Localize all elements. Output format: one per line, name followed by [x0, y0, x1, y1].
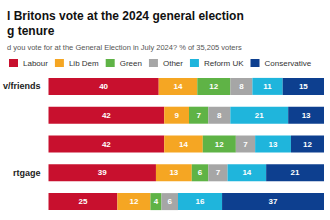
svg-text:42: 42 — [102, 140, 111, 149]
svg-text:42: 42 — [102, 111, 111, 120]
svg-text:13: 13 — [302, 111, 311, 120]
svg-text:Lib Dem: Lib Dem — [69, 59, 99, 68]
svg-text:7: 7 — [243, 140, 248, 149]
svg-text:g tenure: g tenure — [7, 24, 55, 38]
svg-text:16: 16 — [196, 197, 205, 206]
svg-text:6: 6 — [168, 197, 173, 206]
svg-text:15: 15 — [299, 82, 308, 91]
svg-text:21: 21 — [291, 168, 300, 177]
svg-text:11: 11 — [263, 82, 272, 91]
svg-text:12: 12 — [215, 140, 224, 149]
svg-text:Green: Green — [120, 59, 142, 68]
svg-text:d you vote for at the General: d you vote for at the General Election i… — [7, 43, 242, 52]
svg-text:14: 14 — [174, 82, 183, 91]
svg-text:37: 37 — [269, 197, 278, 206]
svg-text:6: 6 — [198, 168, 203, 177]
svg-text:14: 14 — [179, 140, 188, 149]
svg-text:l Britons vote at the 2024 gen: l Britons vote at the 2024 general elect… — [7, 9, 244, 23]
svg-text:8: 8 — [217, 111, 222, 120]
svg-text:40: 40 — [99, 82, 108, 91]
svg-text:8: 8 — [239, 82, 244, 91]
svg-text:rtgage: rtgage — [13, 168, 41, 178]
svg-text:7: 7 — [196, 111, 201, 120]
svg-text:12: 12 — [209, 82, 218, 91]
svg-text:21: 21 — [255, 111, 264, 120]
svg-text:9: 9 — [174, 111, 179, 120]
svg-text:12: 12 — [303, 140, 312, 149]
svg-text:7: 7 — [216, 168, 221, 177]
svg-text:12: 12 — [129, 197, 138, 206]
svg-text:v/friends: v/friends — [3, 81, 41, 91]
svg-text:Conservative: Conservative — [265, 59, 312, 68]
svg-text:Labour: Labour — [23, 59, 48, 68]
svg-text:4: 4 — [154, 197, 159, 206]
svg-text:25: 25 — [78, 197, 87, 206]
svg-text:13: 13 — [269, 140, 278, 149]
svg-text:Reform UK: Reform UK — [204, 59, 244, 68]
svg-text:13: 13 — [169, 168, 178, 177]
svg-text:39: 39 — [98, 168, 107, 177]
svg-text:14: 14 — [242, 168, 251, 177]
svg-text:Other: Other — [163, 59, 183, 68]
